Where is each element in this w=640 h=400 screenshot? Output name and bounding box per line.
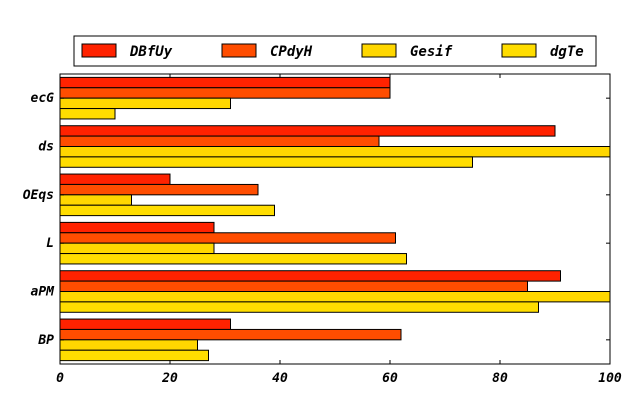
bar-ecG-Gesif: [59, 97, 231, 110]
bar-aPM-CPdyH: [59, 280, 528, 293]
bar-ecG-dgTe: [59, 108, 116, 120]
bar-aPM-dgTe: [59, 301, 539, 313]
bar-ecG-CPdyH: [59, 87, 391, 99]
bars: [59, 76, 611, 362]
legend-swatch: [81, 43, 117, 58]
x-tick-label: 60: [382, 371, 398, 386]
bar-L-dgTe: [59, 253, 407, 265]
bar-L-DBfUy: [59, 221, 215, 234]
legend-swatch: [221, 43, 257, 58]
bar-ds-DBfUy: [59, 125, 556, 137]
y-tick-label: ecG: [31, 91, 55, 106]
bar-BP-dgTe: [59, 349, 209, 362]
legend-label: dgTe: [550, 44, 584, 60]
bar-aPM-DBfUy: [59, 270, 561, 282]
bar-L-Gesif: [59, 242, 215, 255]
bar-BP-CPdyH: [59, 328, 402, 341]
x-tick-label: 20: [161, 371, 178, 386]
x-tick-label: 0: [56, 371, 64, 386]
bar-OEqs-DBfUy: [59, 173, 171, 185]
x-tick-label: 40: [272, 371, 288, 386]
bar-ecG-DBfUy: [59, 76, 391, 89]
y-tick-label: aPM: [31, 285, 56, 300]
y-tick-label: ds: [38, 140, 54, 155]
legend-label: DBfUy: [129, 44, 173, 60]
x-tick-label: 80: [492, 371, 508, 386]
y-tick-label: BP: [37, 333, 54, 348]
legend: DBfUy CPdyH Gesif dgTe: [73, 35, 597, 67]
legend-swatch: [501, 43, 537, 58]
y-tick-label: L: [46, 236, 54, 251]
bar-BP-DBfUy: [59, 318, 231, 330]
legend-swatch: [361, 43, 397, 58]
x-tick-label: 100: [598, 371, 622, 386]
bar-ds-CPdyH: [59, 135, 380, 148]
bar-L-CPdyH: [59, 232, 396, 244]
legend-label: CPdyH: [270, 44, 313, 60]
bar-ds-Gesif: [59, 146, 611, 158]
legend-label: Gesif: [410, 44, 453, 60]
bar-OEqs-Gesif: [59, 194, 132, 206]
bar-OEqs-CPdyH: [59, 183, 259, 196]
bar-OEqs-dgTe: [59, 204, 275, 217]
plot-frame: [59, 73, 611, 365]
bar-aPM-Gesif: [59, 291, 611, 303]
bar-ds-dgTe: [59, 156, 473, 168]
y-tick-label: OEqs: [23, 188, 54, 203]
bar-BP-Gesif: [59, 339, 198, 351]
